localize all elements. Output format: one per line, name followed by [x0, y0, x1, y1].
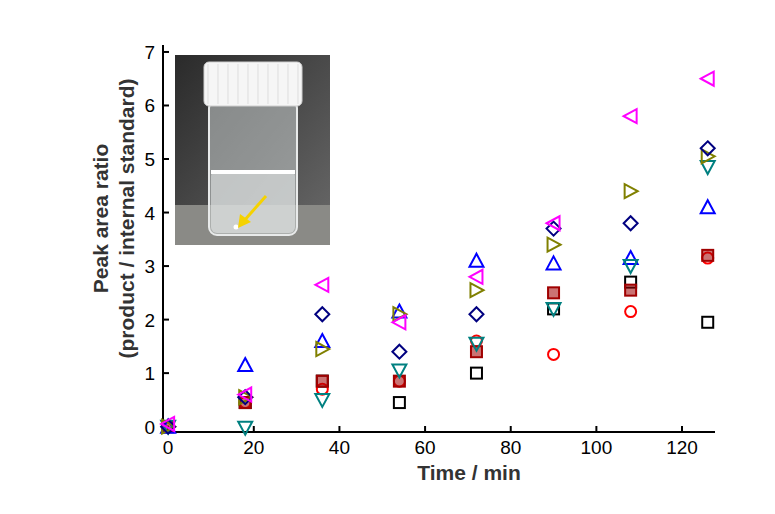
- cap-ridge: [248, 64, 249, 104]
- x-tick: [253, 426, 255, 432]
- y-tick-label: 7: [144, 42, 155, 63]
- y-tick-label: 0: [144, 417, 155, 438]
- y-tick-label: 1: [144, 363, 155, 384]
- data-point: [317, 376, 328, 387]
- data-point: [469, 338, 483, 351]
- x-tick-label: 120: [666, 437, 698, 458]
- data-point: [624, 260, 638, 273]
- data-point: [315, 307, 329, 321]
- data-point: [469, 254, 483, 267]
- data-point: [548, 349, 559, 360]
- y-tick: [163, 319, 169, 321]
- cap-ridge: [268, 64, 269, 104]
- x-axis-title: Time / min: [417, 461, 520, 484]
- vial-cap: [204, 62, 302, 106]
- vial-liquid: [211, 170, 295, 233]
- data-point: [624, 109, 637, 123]
- data-point: [238, 358, 252, 371]
- x-tick-label: 100: [581, 437, 613, 458]
- x-tick: [510, 426, 512, 432]
- data-point: [547, 216, 560, 230]
- arrow-shaft: [243, 196, 266, 222]
- cap-ridge: [298, 64, 299, 104]
- data-point: [315, 394, 329, 407]
- chart: 0 20 40 60 80 100 120 0 1 2 3 4 5 6 7 Time / min Peak ar…: [0, 0, 775, 514]
- data-point: [625, 184, 638, 198]
- photo-background: [175, 55, 330, 245]
- y-tick-label: 5: [144, 149, 155, 170]
- y-axis-title: Peak area ratio: [89, 144, 112, 293]
- data-point: [392, 364, 406, 377]
- x-tick: [595, 426, 597, 432]
- data-point: [315, 278, 328, 292]
- data-point: [548, 238, 561, 252]
- x-tick-label: 80: [500, 437, 521, 458]
- data-point: [161, 417, 174, 431]
- cap-ridge: [258, 64, 259, 104]
- y-tick: [163, 104, 169, 106]
- x-tick: [681, 426, 683, 432]
- cap-ridge: [228, 64, 229, 104]
- data-point: [394, 397, 405, 408]
- cap-ridge: [208, 64, 209, 104]
- y-tick-label: 2: [144, 310, 155, 331]
- data-point: [392, 315, 405, 329]
- data-point: [238, 422, 252, 435]
- data-point: [624, 216, 638, 230]
- data-point: [238, 388, 251, 402]
- data-point: [702, 317, 713, 328]
- x-tick-label: 20: [243, 437, 264, 458]
- data-point: [317, 376, 328, 387]
- data-point: [701, 72, 714, 86]
- inset-photo: [175, 55, 330, 245]
- data-point: [469, 270, 482, 284]
- particle: [234, 225, 239, 230]
- data-point: [547, 256, 561, 269]
- data-point: [701, 141, 715, 155]
- x-tick-label: 0: [163, 437, 174, 458]
- data-point: [316, 342, 329, 356]
- arrow-head: [238, 214, 251, 228]
- cap-ridge: [288, 64, 289, 104]
- y-tick-label: 6: [144, 95, 155, 116]
- liquid-surface: [211, 170, 295, 174]
- data-point: [702, 250, 713, 261]
- x-tick: [424, 426, 426, 432]
- data-point: [470, 283, 483, 297]
- data-point: [469, 307, 483, 321]
- y-tick: [163, 212, 169, 214]
- x-tick-label: 60: [415, 437, 436, 458]
- data-point: [548, 287, 559, 298]
- data-point: [392, 345, 406, 359]
- data-point: [625, 306, 636, 317]
- y-tick: [163, 51, 169, 53]
- y-tick-label: 4: [144, 203, 155, 224]
- y-tick: [163, 372, 169, 374]
- cap-ridge: [218, 64, 219, 104]
- data-point: [625, 285, 636, 296]
- x-tick-label: 40: [329, 437, 350, 458]
- vial-glass: [209, 100, 297, 235]
- cap-ridge: [278, 64, 279, 104]
- cap-ridge: [238, 64, 239, 104]
- y-tick: [163, 265, 169, 267]
- data-point: [701, 200, 715, 213]
- y-tick: [163, 158, 169, 160]
- markers: [161, 72, 715, 435]
- y-tick-label: 3: [144, 256, 155, 277]
- y-axis-title: (product / internal standard): [115, 78, 138, 358]
- data-point: [471, 368, 482, 379]
- data-point: [547, 303, 561, 316]
- x-tick: [338, 426, 340, 432]
